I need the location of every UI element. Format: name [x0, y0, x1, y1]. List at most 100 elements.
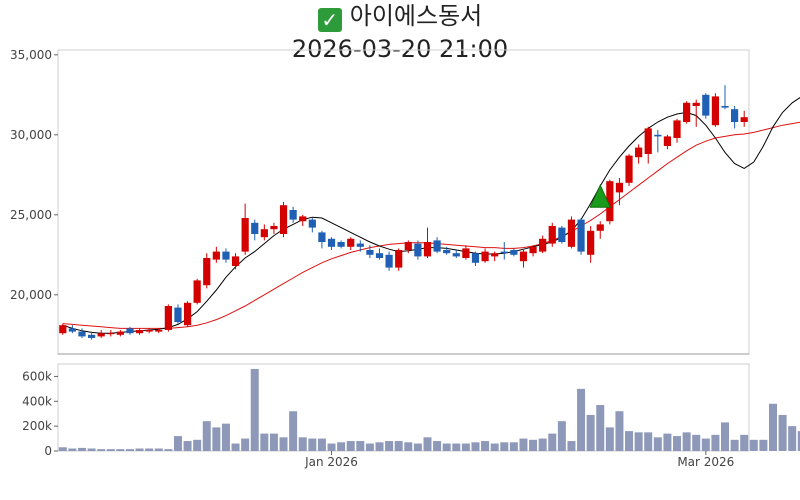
- volume-bar: [97, 449, 106, 451]
- candle-down: [251, 222, 259, 234]
- volume-bar: [548, 433, 557, 451]
- volume-bar: [385, 441, 394, 451]
- volume-bar: [768, 403, 777, 451]
- check-mark-icon: ✓: [317, 8, 342, 32]
- volume-bar: [375, 442, 384, 451]
- candle-up: [97, 333, 105, 337]
- candle-up: [481, 251, 489, 262]
- volume-bar: [759, 439, 768, 451]
- volume-bar: [797, 431, 800, 451]
- candle-up: [635, 147, 643, 158]
- candle-up: [596, 224, 604, 231]
- candle-up: [116, 331, 124, 335]
- volume-bar: [298, 437, 307, 451]
- price-y-tick-label: 35,000: [10, 48, 52, 62]
- candle-down: [308, 219, 316, 228]
- candle-up: [615, 182, 624, 193]
- candle-down: [702, 94, 710, 116]
- volume-bar: [577, 388, 586, 451]
- volume-bar: [241, 438, 250, 451]
- chart-subtitle: 2026-03-20 21:00: [291, 35, 509, 63]
- candle-up: [155, 330, 163, 332]
- volume-bar: [749, 439, 758, 451]
- volume-y-tick-label: 600k: [22, 369, 52, 383]
- candle-down: [78, 331, 86, 337]
- candle-down: [414, 243, 422, 257]
- volume-bar: [260, 433, 269, 451]
- volume-bar: [529, 439, 538, 451]
- volume-bar: [193, 439, 202, 451]
- volume-bar: [125, 449, 134, 451]
- volume-bar: [346, 441, 355, 451]
- candle-up: [299, 216, 307, 222]
- chart-title: ✓ 아이에스동서: [0, 0, 800, 32]
- volume-bar: [692, 434, 701, 451]
- volume-bar: [567, 441, 576, 451]
- candle-down: [289, 210, 297, 220]
- moving-average-long-line: [62, 121, 800, 329]
- moving-average-short-line: [62, 96, 800, 334]
- candle-up: [519, 251, 528, 262]
- candle-down: [126, 328, 134, 334]
- x-tick-label: Jan 2026: [304, 455, 358, 469]
- candle-down: [375, 253, 384, 258]
- volume-y-tick-label: 200k: [22, 419, 52, 433]
- candle-up: [683, 102, 691, 122]
- candle-down: [222, 251, 230, 260]
- volume-bar: [68, 448, 77, 451]
- volume-bar: [730, 439, 739, 451]
- volume-bar: [509, 442, 518, 451]
- volume-bar: [471, 442, 480, 451]
- candle-up: [548, 226, 556, 244]
- volume-bar: [452, 443, 461, 451]
- volume-bar: [87, 448, 96, 451]
- volume-bar: [500, 442, 509, 451]
- candle-up: [279, 205, 288, 234]
- volume-bar: [673, 436, 682, 451]
- candle-down: [731, 109, 739, 122]
- candle-up: [193, 280, 201, 303]
- candle-down: [500, 251, 508, 254]
- buy-signal-marker: [589, 183, 612, 208]
- candle-down: [174, 307, 182, 322]
- volume-bar: [337, 442, 346, 451]
- candle-down: [577, 219, 585, 252]
- candle-up: [625, 155, 633, 183]
- candle-up: [567, 219, 576, 247]
- candle-up: [711, 96, 720, 126]
- volume-bar: [202, 421, 211, 451]
- candle-up: [491, 253, 499, 257]
- volume-bar: [77, 447, 86, 451]
- candle-up: [606, 181, 614, 222]
- candle-up: [644, 128, 652, 154]
- volume-bar: [423, 437, 432, 451]
- volume-bar: [279, 437, 288, 451]
- volume-bar: [634, 432, 643, 451]
- volume-bar: [653, 437, 662, 451]
- candle-up: [260, 229, 268, 238]
- candle-down: [385, 254, 393, 268]
- volume-bar: [173, 436, 182, 451]
- price-panel: 20,000 25,000 30,000 35,000: [10, 48, 800, 355]
- candle-up: [692, 102, 700, 106]
- volume-bar: [145, 448, 154, 451]
- candle-up: [59, 325, 67, 334]
- volume-bar: [682, 432, 691, 451]
- candle-down: [452, 253, 460, 257]
- candle-up: [539, 238, 547, 252]
- volume-bar: [461, 443, 470, 451]
- candle-up: [404, 242, 412, 250]
- volume-bar: [778, 414, 787, 451]
- volume-bar: [788, 426, 797, 451]
- volume-bar: [481, 441, 490, 451]
- volume-bar: [538, 438, 547, 451]
- candle-down: [721, 106, 729, 108]
- candle-down: [471, 253, 480, 263]
- volume-bar: [135, 448, 144, 451]
- volume-bar: [605, 427, 614, 451]
- candle-up: [107, 333, 115, 335]
- candle-up: [462, 248, 470, 258]
- candle-down: [337, 242, 345, 247]
- volume-bar: [231, 443, 240, 451]
